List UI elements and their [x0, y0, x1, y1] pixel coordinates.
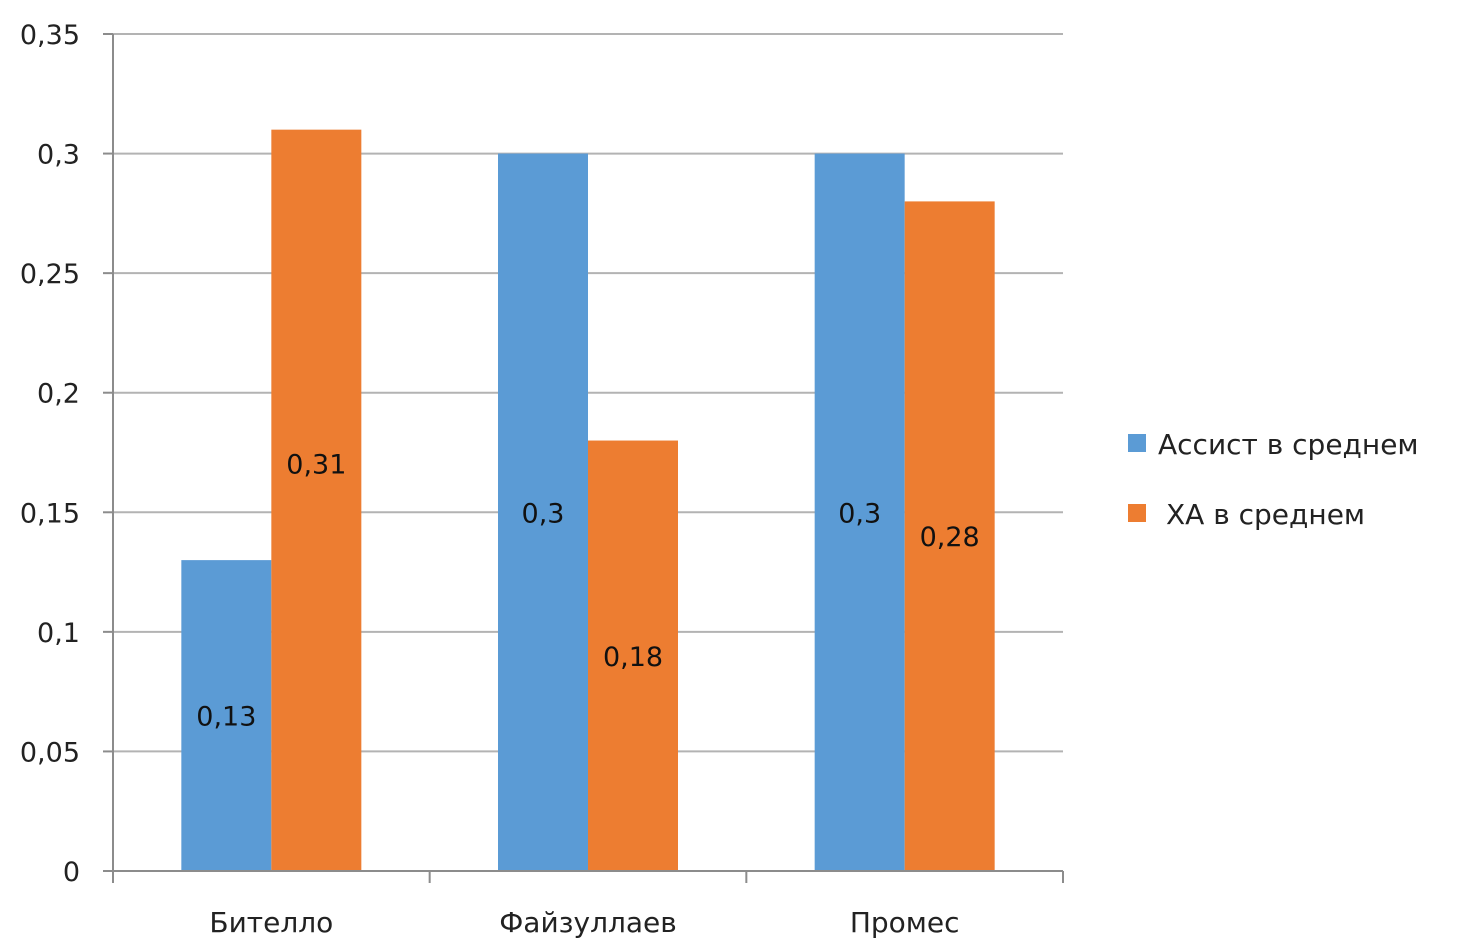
- bar: [271, 129, 362, 871]
- legend: Ассист в среднем ХА в среднем: [1128, 428, 1419, 531]
- bar: [181, 560, 272, 871]
- legend-label: ХА в среднем: [1166, 498, 1365, 531]
- data-label: 0,18: [603, 642, 663, 673]
- bar: [814, 153, 905, 872]
- y-tick-label: 0,15: [20, 498, 80, 529]
- bar: [904, 201, 995, 871]
- x-category-label: Промес: [850, 906, 960, 939]
- y-tick-label: 0,1: [37, 618, 80, 649]
- bar: [588, 440, 678, 871]
- data-label: 0,28: [920, 522, 980, 553]
- legend-label: Ассист в среднем: [1158, 428, 1419, 461]
- y-tick-label: 0,05: [20, 737, 80, 768]
- x-category-label: Бителло: [209, 906, 333, 939]
- axes: [103, 33, 1064, 883]
- data-label: 0,13: [196, 702, 256, 733]
- legend-swatch: [1128, 504, 1146, 522]
- data-label: 0,3: [522, 498, 565, 529]
- x-axis-category-labels: Бителло Файзуллаев Промес: [209, 906, 959, 939]
- y-tick-label: 0: [63, 857, 80, 888]
- y-tick-label: 0,2: [37, 379, 80, 410]
- data-label: 0,31: [286, 449, 346, 480]
- y-tick-label: 0,35: [20, 20, 80, 51]
- y-tick-label: 0,3: [37, 140, 80, 171]
- legend-swatch: [1128, 434, 1146, 452]
- data-labels: 0,13 0,31 0,3 0,18 0,3 0,28: [196, 449, 979, 732]
- x-category-label: Файзуллаев: [499, 906, 677, 939]
- y-axis-tick-labels: 0 0,05 0,1 0,15 0,2 0,25 0,3 0,35: [20, 20, 80, 888]
- data-label: 0,3: [838, 498, 881, 529]
- bars: [181, 129, 995, 872]
- bar: [498, 153, 588, 872]
- y-tick-label: 0,25: [20, 259, 80, 290]
